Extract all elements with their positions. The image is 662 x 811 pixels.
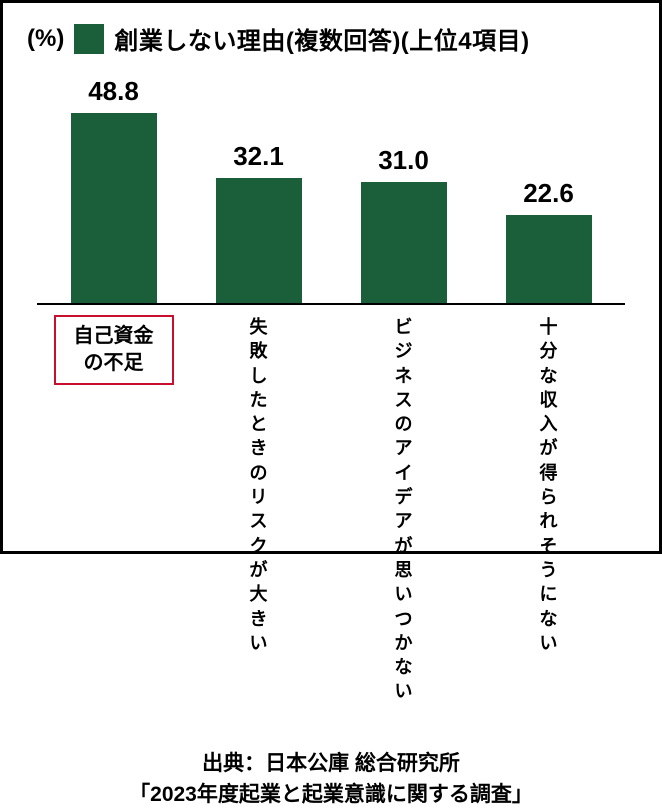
- label-slot-2: ビジネスの アイデアが 思いつかない: [334, 315, 473, 704]
- bar-value-0: 48.8: [88, 76, 139, 107]
- label-slot-1: 失敗したとき のリスクが 大きい: [189, 315, 328, 704]
- category-label-2: ビジネスの アイデアが 思いつかない: [387, 315, 420, 704]
- category-label-3: 十分な収入が 得られそうにない: [532, 315, 565, 655]
- bar-value-3: 22.6: [523, 178, 574, 209]
- y-unit-label: (%): [27, 25, 64, 53]
- chart-frame: (%) 創業しない理由(複数回答)(上位4項目) 48.8 32.1 31.0 …: [0, 0, 662, 554]
- category-labels: 自己資金 の不足 失敗したとき のリスクが 大きい ビジネスの アイデアが 思い…: [37, 315, 625, 704]
- category-label-0: 自己資金 の不足: [54, 315, 174, 385]
- bar-3: [506, 215, 592, 303]
- bar-group-0: 48.8: [44, 76, 183, 303]
- chart-header: (%) 創業しない理由(複数回答)(上位4項目): [27, 21, 635, 56]
- chart-title: 創業しない理由(複数回答)(上位4項目): [114, 21, 529, 56]
- label-slot-3: 十分な収入が 得られそうにない: [479, 315, 618, 704]
- bar-group-3: 22.6: [479, 178, 618, 303]
- category-label-1: 失敗したとき のリスクが 大きい: [242, 315, 275, 655]
- bar-value-1: 32.1: [233, 141, 284, 172]
- bar-group-2: 31.0: [334, 145, 473, 303]
- plot-area: 48.8 32.1 31.0 22.6: [37, 70, 625, 305]
- source-citation: 出典：日本公庫 総合研究所 「2023年度起業と起業意識に関する調査」: [27, 748, 635, 811]
- bar-group-1: 32.1: [189, 141, 328, 303]
- bar-2: [361, 182, 447, 303]
- bar-value-2: 31.0: [378, 145, 429, 176]
- legend-swatch: [74, 24, 104, 54]
- bar-0: [71, 113, 157, 303]
- bar-1: [216, 178, 302, 303]
- label-slot-0: 自己資金 の不足: [44, 315, 183, 704]
